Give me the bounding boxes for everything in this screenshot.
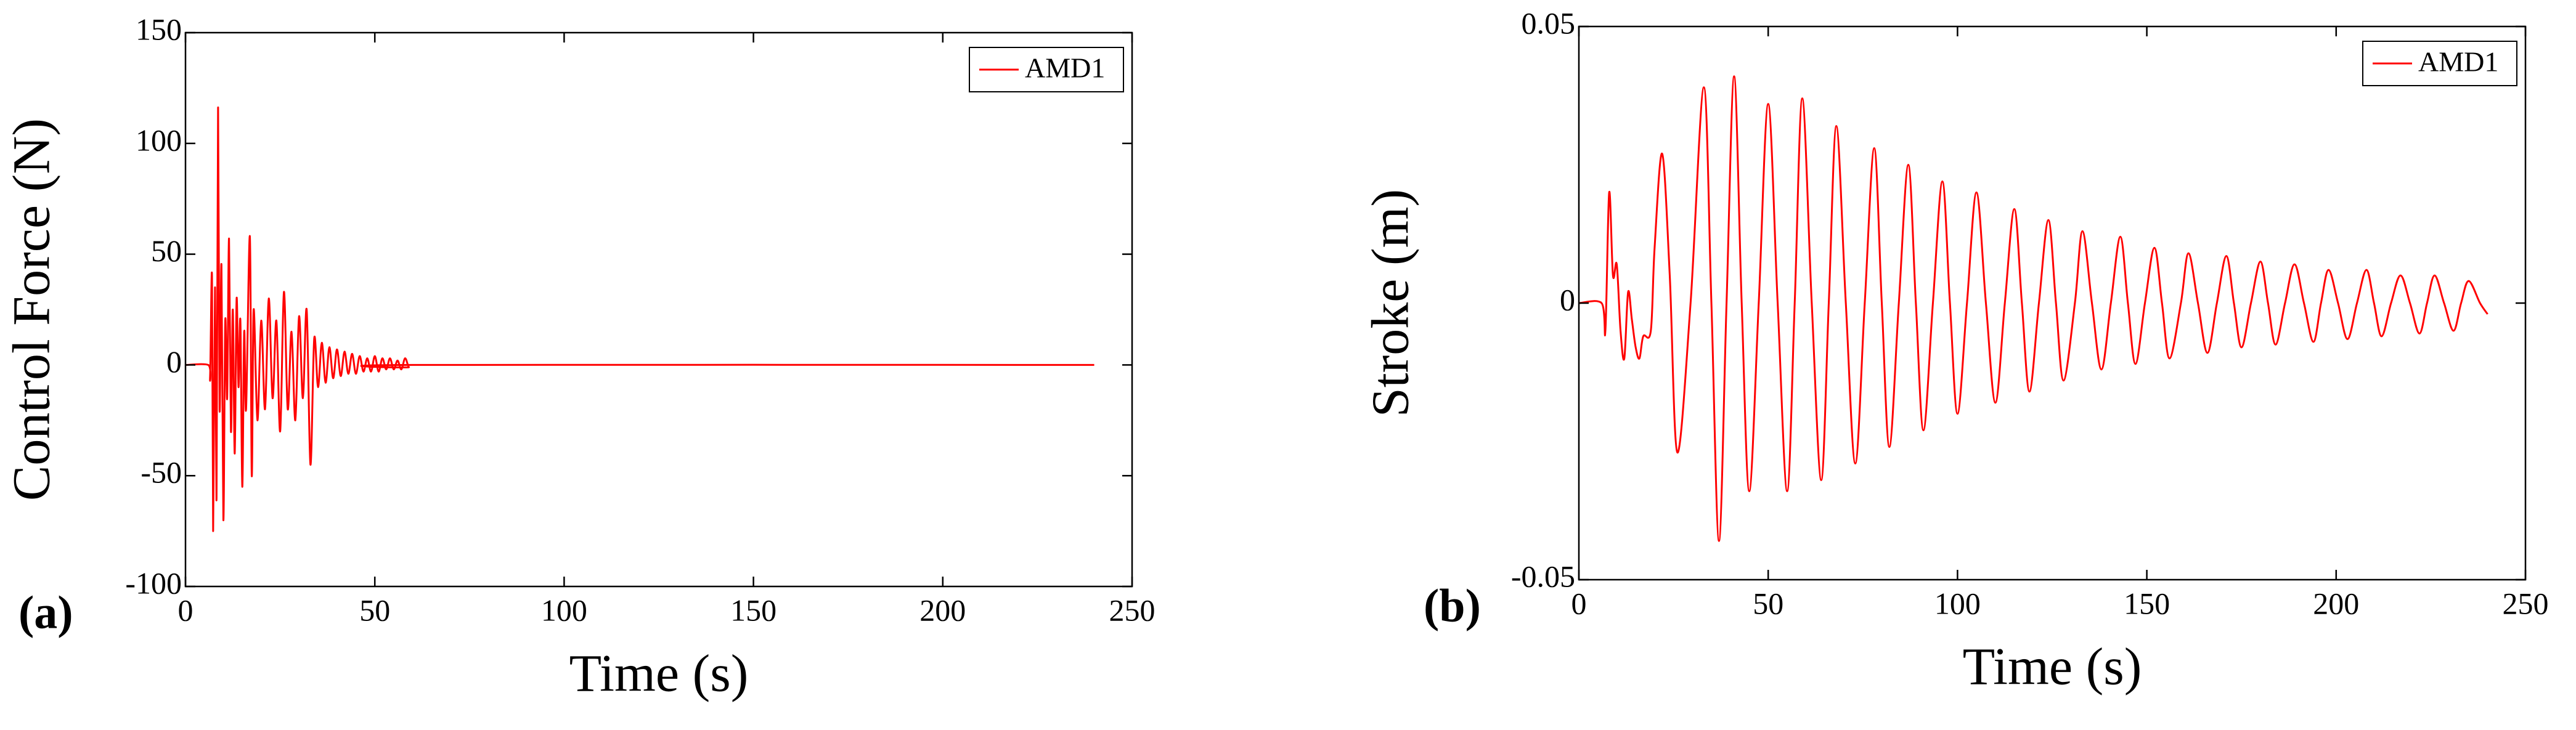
x-tick-label: 100: [541, 593, 587, 627]
y-tick-label: -100: [125, 566, 182, 600]
legend-label: AMD1: [1025, 52, 1105, 84]
x-axis-label: Time (s): [1963, 637, 2142, 696]
y-tick-label: 0: [166, 344, 182, 379]
y-tick-label: 150: [136, 12, 182, 46]
y-tick-label: 100: [136, 123, 182, 157]
x-tick-label: 150: [730, 593, 776, 627]
x-tick-label: 0: [178, 593, 194, 627]
x-tick-label: 250: [2503, 586, 2549, 620]
x-tick-label: 100: [1934, 586, 1981, 620]
plot-frame: [184, 31, 1133, 588]
y-tick-label: 0: [1560, 282, 1575, 317]
panel-label: (b): [1424, 580, 1481, 631]
panel-label: (a): [18, 586, 73, 638]
x-tick-label: 200: [919, 593, 966, 627]
y-tick-label: 0.05: [1522, 6, 1576, 40]
x-tick-label: 250: [1109, 593, 1156, 627]
data-line: [1579, 75, 2488, 542]
y-tick-label: -50: [141, 455, 182, 490]
legend-label: AMD1: [2418, 46, 2498, 78]
y-tick-label: -0.05: [1511, 559, 1575, 593]
data-line: [185, 107, 1094, 532]
x-tick-label: 0: [1571, 586, 1587, 620]
x-tick-label: 50: [1753, 586, 1783, 620]
x-tick-label: 150: [2124, 586, 2170, 620]
x-tick-label: 200: [2313, 586, 2359, 620]
y-axis-label: Control Force (N): [2, 118, 61, 501]
x-axis-label: Time (s): [569, 644, 749, 703]
y-tick-label: 50: [151, 233, 182, 268]
x-tick-label: 50: [359, 593, 390, 627]
y-axis-label: Stroke (m): [1361, 189, 1420, 417]
